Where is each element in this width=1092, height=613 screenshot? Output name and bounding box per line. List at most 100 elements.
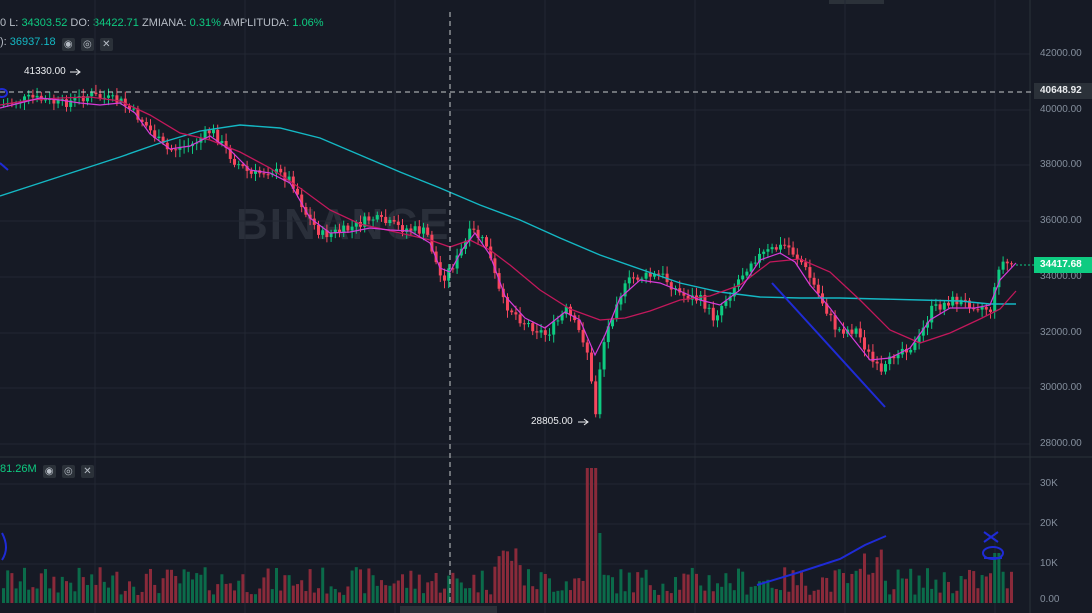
candle-body <box>632 277 635 279</box>
candle-body <box>308 214 312 219</box>
volume-bar <box>296 584 299 603</box>
volume-bar <box>136 594 140 603</box>
volume-bar <box>741 571 745 603</box>
volume-bar <box>241 574 245 603</box>
volume-bar <box>997 553 1001 603</box>
volume-bar <box>976 588 980 603</box>
volume-bar <box>480 570 484 603</box>
volume-header: 81.26M ◉ ◎ ✕ <box>0 463 94 478</box>
volume-bar <box>111 575 115 603</box>
ma-short-line <box>0 97 1017 361</box>
candle-body <box>888 356 892 365</box>
volume-bar <box>787 591 791 603</box>
ma-mid-line <box>0 96 1017 344</box>
settings-icon[interactable]: ◎ <box>80 38 94 51</box>
volume-bar <box>140 591 144 603</box>
candle-body <box>409 228 413 231</box>
volume-bar <box>405 587 409 603</box>
volume-bar <box>745 594 749 603</box>
candle-body <box>23 96 26 103</box>
volume-bar <box>132 586 136 603</box>
candle-body <box>98 94 102 99</box>
volume-bar <box>955 590 959 603</box>
volume-tick: 10K <box>1040 558 1058 569</box>
volume-bar <box>816 589 820 603</box>
candle-body <box>531 323 535 332</box>
volume-bar <box>527 569 530 603</box>
candle-body <box>728 296 732 301</box>
toolbar-tab[interactable] <box>829 0 884 4</box>
candle-body <box>657 273 661 275</box>
candle-body <box>577 320 581 330</box>
volume-settings-icon[interactable]: ◎ <box>61 465 75 478</box>
candle-body <box>455 255 459 269</box>
volume-bar <box>10 573 14 603</box>
volume-bar <box>947 581 950 603</box>
volume-bar <box>531 586 535 603</box>
candle-body <box>363 216 367 227</box>
candle-body <box>623 283 627 297</box>
candle-body <box>984 306 988 310</box>
volume-bar <box>543 573 547 603</box>
candle-body <box>879 363 883 372</box>
candle-body <box>296 188 299 195</box>
volume-bar <box>871 572 875 603</box>
volume-bar <box>850 573 854 603</box>
volume-bar <box>632 592 635 603</box>
low-value: 34303.52 <box>21 17 68 29</box>
volume-bar <box>535 589 539 603</box>
low-label: L: <box>9 17 19 29</box>
candle-body <box>161 136 165 143</box>
candle-body <box>556 320 560 322</box>
candle-body <box>989 309 992 312</box>
volume-bar <box>959 575 963 603</box>
volume-bar <box>858 568 862 603</box>
candle-body <box>354 221 358 227</box>
volume-bar <box>682 573 686 603</box>
volume-bar <box>900 578 904 603</box>
volume-bar <box>65 581 68 603</box>
volume-bar <box>468 588 472 603</box>
volume-bar <box>913 594 917 603</box>
volume-bar <box>304 591 308 603</box>
candle-body <box>350 226 354 231</box>
candle-body <box>947 302 950 306</box>
volume-bar <box>153 584 157 603</box>
volume-bar <box>968 569 971 603</box>
candle-body <box>392 219 396 222</box>
volume-bar <box>938 592 942 603</box>
volume-bar <box>993 553 997 603</box>
volume-close-icon[interactable]: ✕ <box>80 465 94 478</box>
candle-body <box>485 237 488 247</box>
volume-eye-icon[interactable]: ◉ <box>42 465 56 478</box>
volume-bar <box>338 592 341 603</box>
candle-body <box>543 330 547 335</box>
close-icon[interactable]: ✕ <box>99 38 113 51</box>
volume-bar <box>577 578 581 603</box>
candle-body <box>480 237 484 239</box>
candle-body <box>1005 261 1009 264</box>
volume-bar <box>430 581 434 603</box>
volume-bar <box>212 594 215 603</box>
candle-body <box>115 95 119 103</box>
volume-bar <box>90 574 94 603</box>
candle-body <box>527 323 530 325</box>
eye-icon[interactable]: ◉ <box>61 38 75 51</box>
amplitude-label: AMPLITUDA: <box>223 17 290 29</box>
volume-bar <box>770 587 774 603</box>
candle-body <box>703 295 707 309</box>
volume-bar <box>1005 588 1009 603</box>
volume-bar <box>989 573 992 603</box>
volume-bar <box>493 566 497 603</box>
volume-bar <box>758 581 761 603</box>
volume-bar <box>275 567 278 603</box>
candle-body <box>884 364 887 372</box>
volume-bar <box>863 553 866 603</box>
volume-bar <box>279 590 283 603</box>
candle-body <box>741 275 745 280</box>
candle-body <box>615 304 619 319</box>
volume-bar <box>443 588 446 603</box>
volume-bar <box>905 578 908 603</box>
volume-bar <box>506 551 509 603</box>
